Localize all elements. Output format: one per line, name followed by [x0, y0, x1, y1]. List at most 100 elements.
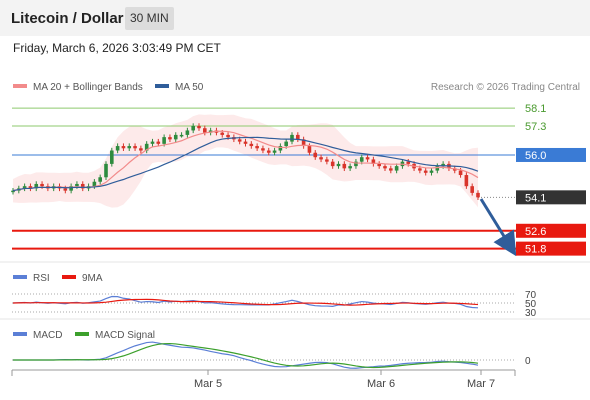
candle-body [40, 183, 44, 187]
rsi-ma-line [12, 298, 479, 306]
candle-body [203, 128, 207, 133]
candle-body [377, 163, 381, 167]
candle-body [150, 141, 155, 144]
candle-body [330, 161, 335, 167]
x-axis-labels: Mar 5 Mar 6 Mar 7 [194, 370, 495, 390]
candle-body [237, 139, 242, 142]
candle-body [365, 157, 370, 160]
rsi-legend-label: RSI [33, 273, 50, 284]
candle-body [348, 166, 352, 169]
x-axis-label: Mar 6 [367, 378, 395, 390]
candle-body [75, 183, 79, 187]
candle-body [255, 146, 259, 149]
candle-body [80, 183, 85, 189]
price-level-label: 54.1 [525, 192, 546, 204]
candle-body [296, 134, 300, 140]
candle-body [389, 168, 393, 171]
chart-header: Litecoin / Dollar 30 MIN [0, 0, 590, 36]
candle-body [98, 177, 102, 182]
credit-text: Research © 2026 Trading Central [431, 82, 580, 93]
candle-body [133, 146, 137, 149]
instrument-title: Litecoin / Dollar [11, 10, 124, 27]
candle-body [63, 188, 68, 191]
resistance-level-label: 58.1 [525, 103, 546, 115]
candle-body [435, 166, 440, 171]
candle-body [301, 139, 306, 147]
candle-body [168, 137, 172, 140]
candle-body [272, 150, 277, 153]
candle-body [249, 143, 254, 147]
moving-average-lines [12, 130, 479, 192]
candle-body [476, 192, 480, 198]
bb-fill [13, 114, 478, 208]
candle-body [173, 134, 178, 140]
candle-body [394, 166, 399, 171]
bollinger-band [13, 114, 478, 208]
candle-body [121, 146, 126, 149]
macd-lines [13, 341, 479, 369]
interval-button[interactable]: 30 MIN [125, 7, 174, 30]
support-label-box [516, 223, 586, 238]
candle-body [226, 134, 230, 138]
ma50-legend-swatch [155, 84, 169, 88]
ma50-legend-label: MA 50 [175, 82, 204, 93]
candle-body [22, 186, 27, 189]
x-axis-label: Mar 7 [467, 378, 495, 390]
candle-body [162, 137, 166, 144]
level-labels: 58.1 57.3 56.0 54.1 52.6 51.8 [516, 103, 586, 256]
candle-body [336, 163, 341, 167]
pivot-level-label: 56.0 [525, 150, 546, 162]
pivot-label-box [516, 147, 586, 162]
candle-body [191, 125, 195, 131]
rsi-level-70: 70 [525, 290, 537, 301]
support-level-label: 51.8 [525, 244, 546, 256]
candle-body [261, 148, 265, 151]
candle-body [290, 134, 294, 142]
rsi-ma-legend-swatch [62, 275, 76, 279]
rsi-lines [12, 295, 479, 309]
candle-body [354, 161, 358, 167]
candle-body [319, 157, 323, 160]
candle-body [342, 163, 347, 169]
candle-body [266, 150, 271, 153]
level-lines [12, 107, 586, 250]
candle-body [325, 159, 329, 162]
candle-body [28, 186, 33, 189]
candle-body [156, 141, 161, 144]
support-level-label: 52.6 [525, 226, 546, 238]
candle-body [441, 163, 445, 167]
candle-body [185, 130, 190, 135]
ma50-line [12, 136, 479, 192]
rsi-legend-swatch [13, 275, 27, 279]
candle-body [110, 150, 114, 164]
bb-legend-swatch [13, 84, 27, 88]
candle-body [220, 132, 225, 135]
resistance-level-label: 57.3 [525, 121, 546, 133]
candle-body [34, 183, 39, 189]
rsi-level-30: 30 [525, 308, 537, 319]
candle-body [139, 148, 143, 151]
candle-body [418, 168, 422, 171]
rsi-level-50: 50 [525, 299, 537, 310]
candle-body [313, 152, 318, 158]
macd-level-0: 0 [525, 356, 531, 367]
macd-signal-legend-label: MACD Signal [95, 330, 155, 341]
candle-body [144, 143, 149, 151]
x-axis-label: Mar 5 [194, 378, 222, 390]
candle-body [92, 181, 97, 187]
candle-body [371, 159, 376, 164]
rsi-ma-legend-label: 9MA [82, 273, 103, 284]
datetime-label: Friday, March 6, 2026 3:03:49 PM CET [13, 41, 221, 55]
projection-arrow [479, 198, 517, 257]
candle-body [406, 161, 411, 164]
candle-body [284, 141, 288, 147]
macd-legend-label: MACD [33, 330, 62, 341]
support-label-box [516, 241, 586, 256]
candle-body [359, 157, 364, 162]
candle-body [458, 170, 463, 176]
candle-body [127, 146, 132, 149]
candle-body [307, 146, 312, 153]
candle-body [11, 190, 15, 193]
macd-legend-swatch [13, 332, 27, 336]
